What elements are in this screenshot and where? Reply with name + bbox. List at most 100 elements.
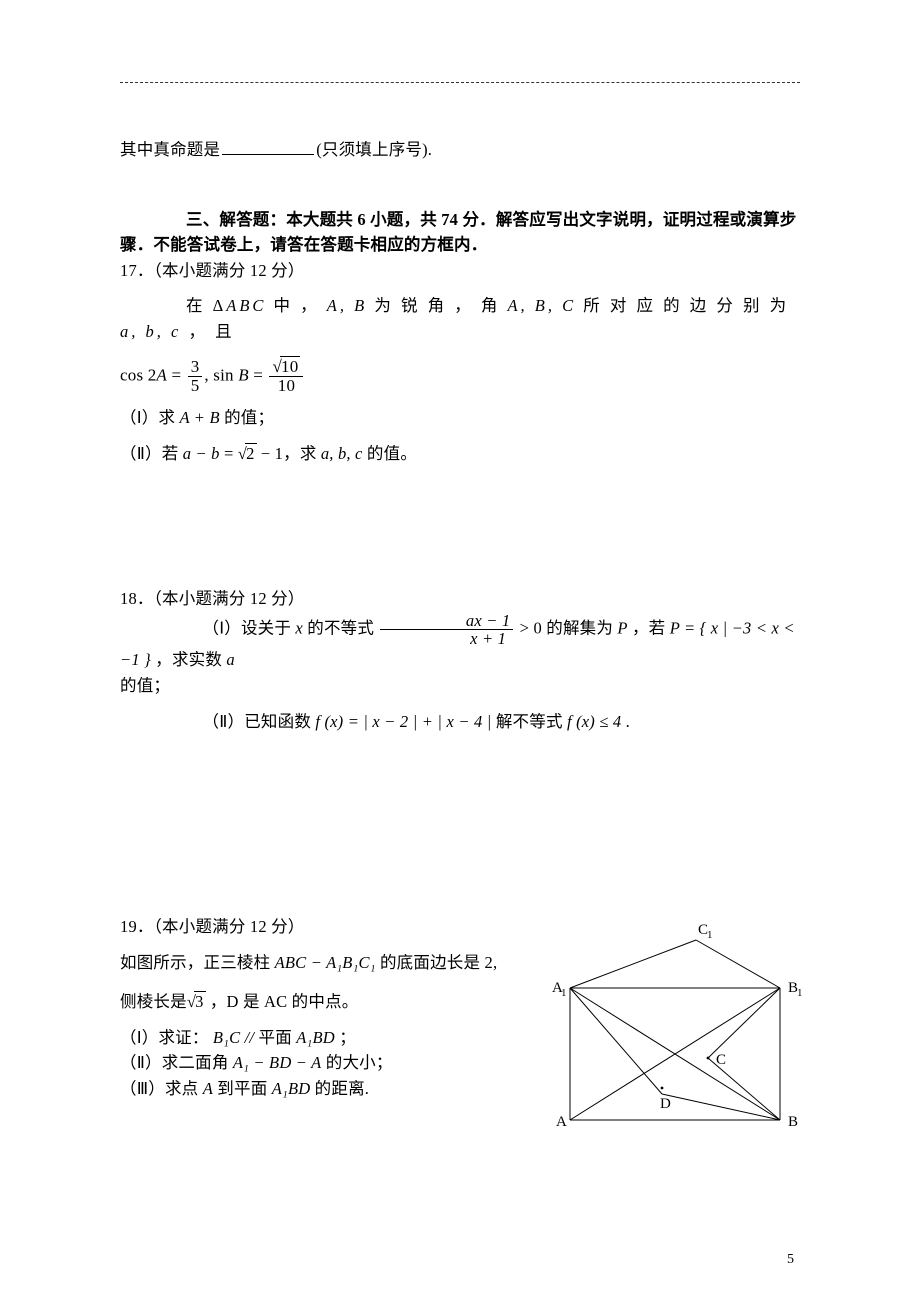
q17-abc: a, b, c — [120, 322, 181, 341]
q17-m1: − 1 — [257, 444, 284, 463]
q17-frac1-num: 3 — [188, 358, 203, 376]
q17-sqrt2: 2 — [238, 441, 257, 467]
q19-l1a: 如图所示，正三棱柱 — [120, 953, 275, 972]
q17-frac1: 35 — [188, 358, 203, 395]
q17-sqrt10: 10 — [272, 358, 300, 376]
q18-part1: （Ⅰ）设关于 x 的不等式 ax − 1x + 1 > 0 的解集为 P ，若 … — [120, 612, 800, 673]
q17-amb: a − b — [183, 444, 220, 463]
q19-p2-pre: （Ⅱ）求二面角 — [120, 1053, 233, 1072]
q19-p1m2: 平面 — [259, 1028, 297, 1047]
q19-p3end: 的距离. — [310, 1079, 369, 1098]
q18-frac: ax − 1x + 1 — [380, 612, 513, 648]
preamble-tail: (只须填上序号). — [316, 140, 432, 159]
q18-part2: （Ⅱ）已知函数 f (x) = | x − 2 | + | x − 4 | 解不… — [120, 709, 800, 735]
q17-cosA: A — [156, 366, 167, 385]
q17-frac2-den: 10 — [269, 376, 303, 395]
blank-fill — [222, 138, 314, 156]
q17-sin: , sin — [204, 366, 238, 385]
q17-eq3: = — [220, 444, 238, 463]
svg-text:A: A — [556, 1114, 567, 1130]
q19-p2m: A₁ − BD − A — [233, 1053, 322, 1072]
q19-p1-pre: （Ⅰ）求证： — [120, 1028, 213, 1047]
q17-t4: 所 对 应 的 边 分 别 为 — [576, 296, 789, 315]
page-number: 5 — [787, 1252, 794, 1268]
q19-p3m: A₁BD — [272, 1079, 311, 1098]
q18-num: ax − 1 — [380, 612, 513, 629]
q18-p1d: ，若 — [628, 618, 670, 637]
q19-l1: 如图所示，正三棱柱 ABC − A₁B₁C₁ 的底面边长是 2, — [120, 950, 550, 976]
q19-prism: ABC − A₁B₁C₁ — [275, 953, 376, 972]
q17-cos: cos 2 — [120, 366, 156, 385]
q19-figure: ABA1B1C1CD — [558, 934, 792, 1134]
q18-gt0: > 0 — [515, 618, 542, 637]
q17-frac1-den: 5 — [188, 376, 203, 395]
q17-part2: （Ⅱ）若 a − b = 2 − 1，求 a, b, c 的值。 — [120, 441, 800, 467]
q18-x: x — [295, 618, 303, 637]
q17-sqrt2-rad: 2 — [245, 443, 256, 463]
q19-p3-pre: （Ⅲ）求点 — [120, 1079, 203, 1098]
q17-t5: ， 且 — [181, 322, 234, 341]
q18-part1-tail: 的值； — [120, 673, 800, 699]
q17-abc2: a, b, c — [321, 444, 363, 463]
q18-fx2: f (x) ≤ 4 — [567, 712, 621, 731]
preamble-leadin: 其中真命题是 — [120, 140, 220, 159]
preamble-line: 其中真命题是 (只须填上序号). — [120, 137, 800, 163]
q17-t2: 中 ， — [266, 296, 319, 315]
q19-p3A: A — [203, 1079, 213, 1098]
q17-part1: （Ⅰ）求 A + B 的值； — [120, 405, 800, 431]
section3-heading-text: 三、解答题：本大题共 6 小题，共 74 分．解答应写出文字说明，证明过程或演算… — [120, 210, 796, 255]
q18-a: a — [226, 650, 234, 669]
svg-text:1: 1 — [797, 987, 803, 999]
q19-p3mid: 到平面 — [213, 1079, 272, 1098]
q18-p2a: （Ⅱ）已知函数 — [203, 712, 316, 731]
q18-p1e: ，求实数 — [151, 650, 226, 669]
q19-title: 19．（本小题满分 12 分） — [120, 914, 550, 940]
q17-t3: 为 锐 角 ， 角 — [367, 296, 507, 315]
q18-p2c: . — [621, 712, 630, 731]
q17-sqrt10-rad: 10 — [280, 356, 300, 376]
q17-p2-post: 的值。 — [363, 444, 417, 463]
q19-l2a: 侧棱长是 — [120, 992, 187, 1011]
svg-text:D: D — [660, 1096, 671, 1112]
q17-AB: A, B — [327, 296, 367, 315]
q19-sqrt3: 3 — [187, 989, 206, 1015]
q19-l2: 侧棱长是 3 ，D 是 AC 的中点。 — [120, 989, 550, 1015]
q19-p3: （Ⅲ）求点 A 到平面 A₁BD 的距离. — [120, 1076, 550, 1102]
q17-delta: Δ — [213, 296, 227, 315]
q19-p1m: B₁C // — [213, 1028, 259, 1047]
q19-p2end: 的大小； — [321, 1053, 392, 1072]
q17-p2-mid: ，求 — [283, 444, 321, 463]
q19-p1m3: A₁BD — [296, 1028, 335, 1047]
q18-p1a: （Ⅰ）设关于 — [203, 618, 296, 637]
q18-p1c: 的解集为 — [542, 618, 617, 637]
svg-text:B: B — [788, 1114, 798, 1130]
q18-p1b: 的不等式 — [303, 618, 378, 637]
top-rule — [120, 82, 800, 83]
q17-p2-pre: （Ⅱ）若 — [120, 444, 183, 463]
q18-fx: f (x) = | x − 2 | + | x − 4 | — [315, 712, 491, 731]
q17-ABC2: A, B, C — [507, 296, 576, 315]
q17-equation: cos 2A = 35, sin B = 1010 — [120, 358, 800, 395]
q19-l2b: ，D 是 AC 的中点。 — [206, 992, 359, 1011]
q18-P: P — [617, 618, 627, 637]
section3-heading: 三、解答题：本大题共 6 小题，共 74 分．解答应写出文字说明，证明过程或演算… — [120, 207, 800, 258]
q19-p1: （Ⅰ）求证： B₁C // 平面 A₁BD ； — [120, 1025, 550, 1051]
q17-title: 17．（本小题满分 12 分） — [120, 258, 800, 284]
q19-p1end: ； — [335, 1028, 356, 1047]
q17-body: 在 ΔABC 中 ， A, B 为 锐 角 ， 角 A, B, C 所 对 应 … — [120, 293, 800, 344]
q17-t1: 在 — [186, 296, 213, 315]
q19-sqrt3-rad: 3 — [194, 991, 205, 1011]
svg-text:1: 1 — [707, 929, 713, 941]
q17-frac2: 1010 — [269, 358, 303, 395]
q17-ABC: ABC — [226, 296, 266, 315]
q17-p1-post: 的值； — [220, 408, 274, 427]
q17-ApB: A + B — [180, 408, 220, 427]
svg-text:1: 1 — [561, 987, 567, 999]
q17-eq2: = — [249, 366, 268, 385]
q18-p2b: 解不等式 — [492, 712, 567, 731]
q17-p1-pre: （Ⅰ）求 — [120, 408, 180, 427]
q19-p2: （Ⅱ）求二面角 A₁ − BD − A 的大小； — [120, 1050, 550, 1076]
q17-sinB: B — [238, 366, 249, 385]
q18-den: x + 1 — [380, 629, 513, 647]
q17-eq1: = — [167, 366, 186, 385]
